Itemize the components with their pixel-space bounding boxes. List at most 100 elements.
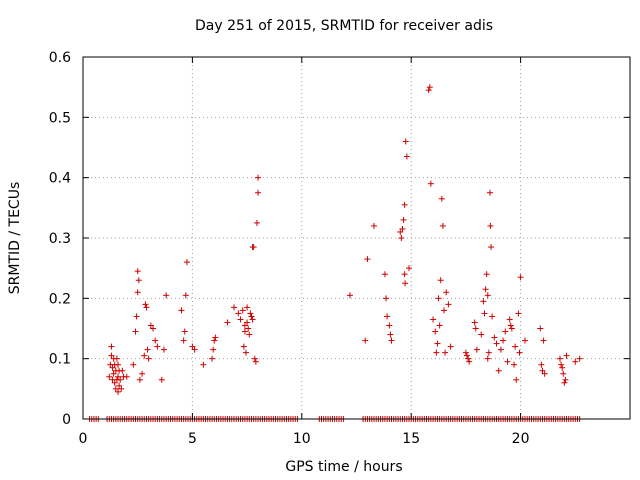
data-point — [239, 307, 246, 314]
data-point — [145, 355, 152, 362]
data-point — [485, 349, 492, 356]
y-axis-label: SRMTID / TECUs — [7, 182, 23, 295]
data-point — [180, 337, 187, 344]
data-point — [246, 331, 253, 338]
data-point — [400, 216, 407, 223]
data-point — [144, 346, 151, 353]
x-tick-label: 15 — [402, 431, 420, 447]
data-point — [486, 189, 493, 196]
data-point — [473, 346, 480, 353]
data-point — [189, 343, 196, 350]
y-tick-label: 0.1 — [49, 352, 71, 368]
data-point — [117, 376, 124, 383]
data-point — [432, 328, 439, 335]
data-point — [235, 310, 242, 317]
data-point — [436, 322, 443, 329]
data-point — [110, 370, 117, 377]
data-point — [521, 337, 528, 344]
data-point — [558, 361, 565, 368]
x-tick-label: 0 — [79, 431, 88, 447]
data-point — [434, 340, 441, 347]
y-tick-label: 0.5 — [49, 110, 71, 126]
data-point — [163, 292, 170, 299]
data-point — [142, 301, 149, 308]
data-point — [150, 325, 157, 332]
data-point — [108, 352, 115, 359]
data-point — [191, 346, 198, 353]
data-point — [243, 349, 250, 356]
data-point — [183, 259, 190, 266]
data-point — [384, 313, 391, 320]
data-point — [241, 322, 248, 329]
data-point — [406, 265, 413, 272]
data-point — [134, 289, 141, 296]
data-point — [563, 352, 570, 359]
data-point — [123, 373, 130, 380]
data-point — [497, 346, 504, 353]
data-point — [481, 310, 488, 317]
grid-lines — [83, 57, 630, 419]
data-point — [488, 244, 495, 251]
data-point — [399, 225, 406, 232]
data-point — [211, 337, 218, 344]
data-point — [541, 370, 548, 377]
data-point — [119, 367, 126, 374]
data-point — [397, 228, 404, 235]
data-point — [362, 337, 369, 344]
data-point — [152, 337, 159, 344]
data-point — [371, 222, 378, 229]
data-point — [515, 310, 522, 317]
y-tick-label: 0.2 — [49, 291, 71, 307]
data-point — [383, 295, 390, 302]
data-point — [491, 334, 498, 341]
data-point — [133, 313, 140, 320]
data-point — [489, 313, 496, 320]
data-point — [471, 319, 478, 326]
data-point — [106, 373, 113, 380]
data-point — [244, 319, 251, 326]
data-point — [135, 277, 142, 284]
data-point — [247, 310, 254, 317]
data-point — [240, 343, 247, 350]
data-point — [139, 370, 146, 377]
data-point — [237, 316, 244, 323]
data-point — [561, 379, 568, 386]
data-point — [538, 361, 545, 368]
data-point — [507, 322, 514, 329]
data-point — [463, 352, 470, 359]
data-point — [483, 271, 490, 278]
data-point — [230, 304, 237, 311]
data-point — [255, 174, 262, 181]
y-tick-label: 0.4 — [49, 171, 71, 187]
data-point — [425, 87, 432, 94]
data-point — [364, 256, 371, 263]
data-point — [447, 343, 454, 350]
data-point — [512, 343, 519, 350]
data-point — [441, 307, 448, 314]
data-point — [249, 316, 256, 323]
data-point — [241, 328, 248, 335]
data-point — [147, 322, 154, 329]
data-point — [386, 322, 393, 329]
data-point — [403, 153, 410, 160]
data-point — [540, 337, 547, 344]
x-tick-label: 20 — [512, 431, 530, 447]
data-point — [462, 349, 469, 356]
data-point — [401, 201, 408, 208]
data-point — [437, 277, 444, 284]
data-point — [502, 328, 509, 335]
data-point — [134, 268, 141, 275]
data-point — [182, 292, 189, 299]
data-point — [244, 304, 251, 311]
data-point — [210, 346, 217, 353]
data-point — [253, 219, 260, 226]
data-point — [556, 355, 563, 362]
data-point — [381, 271, 388, 278]
data-point — [487, 222, 494, 229]
data-point — [209, 355, 216, 362]
data-point — [136, 376, 143, 383]
data-point — [212, 334, 219, 341]
data-point — [472, 325, 479, 332]
data-point — [255, 189, 262, 196]
